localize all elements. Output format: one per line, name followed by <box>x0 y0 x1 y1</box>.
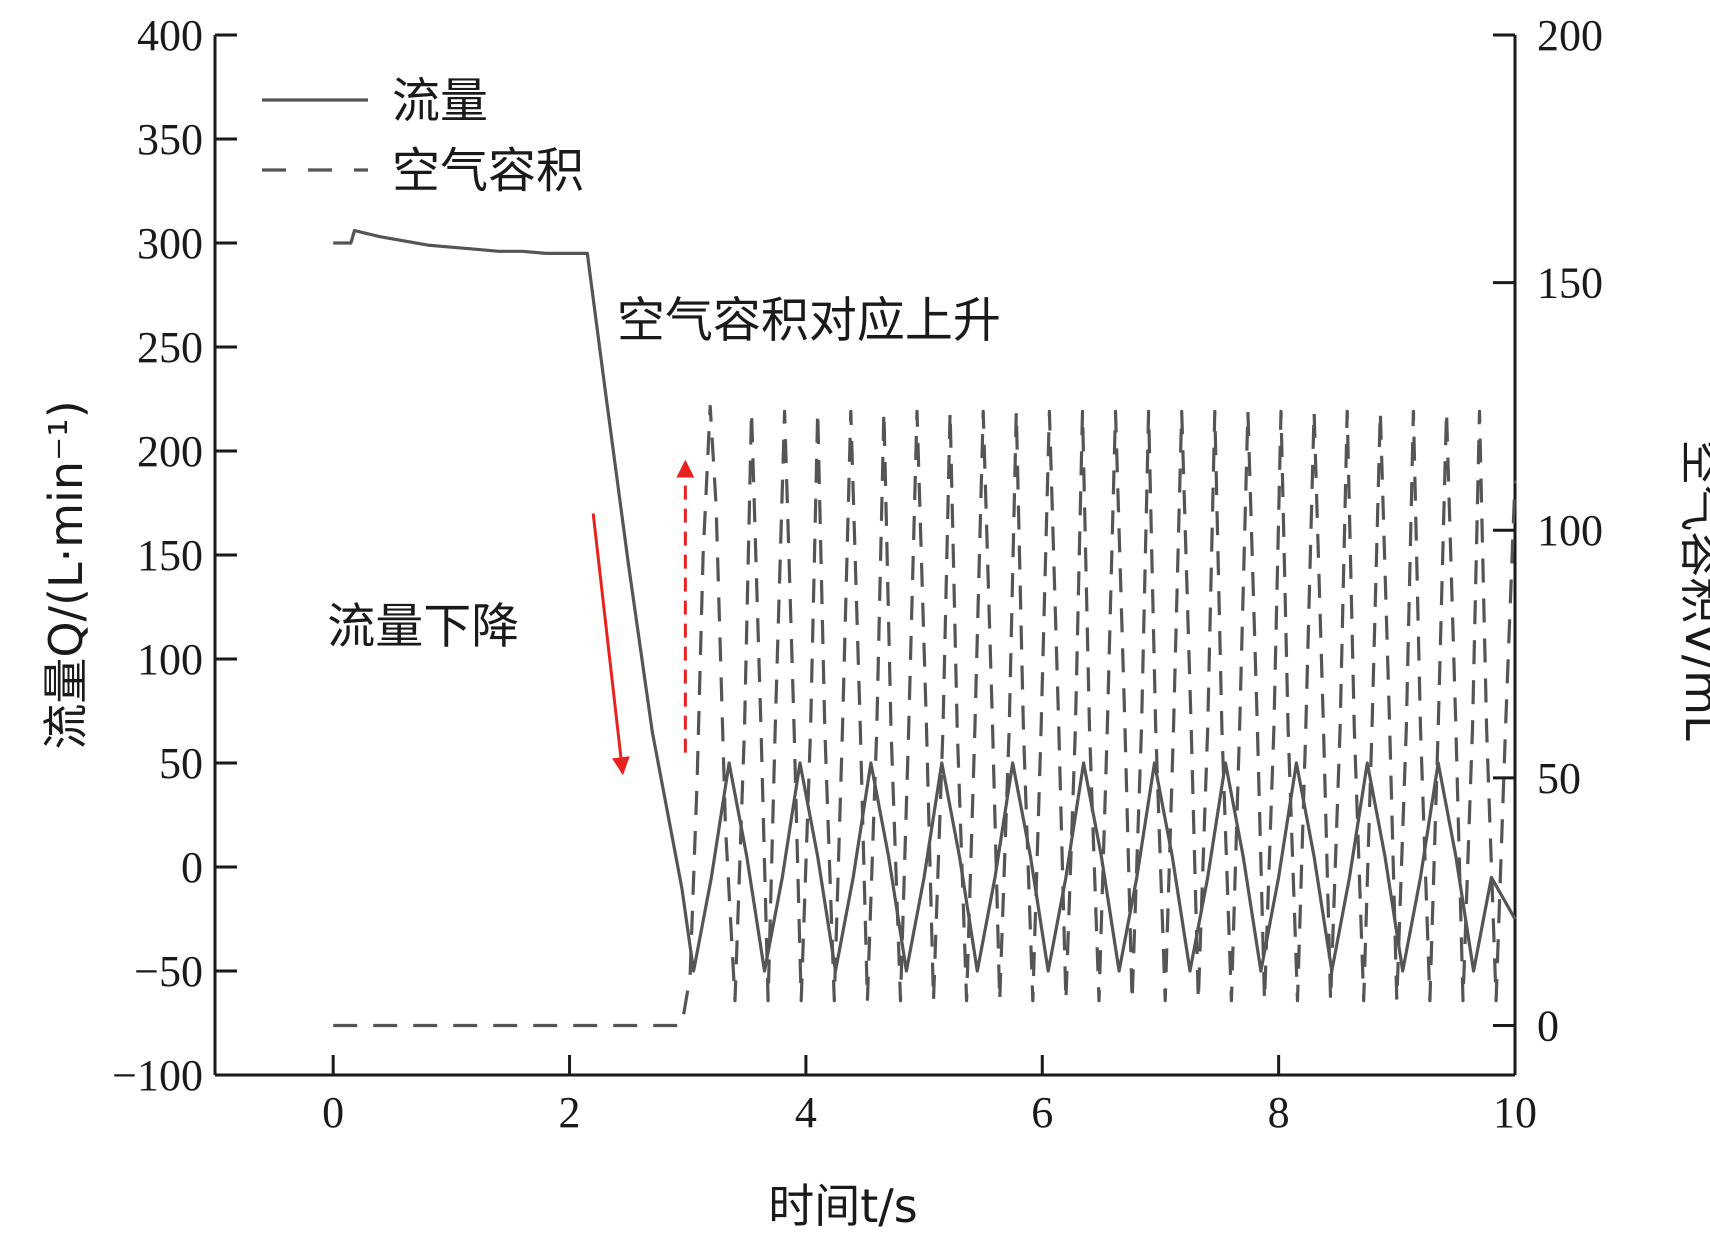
y-right-tick-label: 200 <box>1537 11 1603 60</box>
y-left-tick-label: 150 <box>137 531 203 580</box>
y-axis-left-title: 流量Q/(L·min⁻¹) <box>39 400 93 749</box>
x-tick-label: 6 <box>1031 1088 1053 1137</box>
y-left-tick-label: 250 <box>137 323 203 372</box>
x-tick-label: 2 <box>559 1088 581 1137</box>
series-flow-line <box>333 228 1517 973</box>
y-left-tick-label: 400 <box>137 11 203 60</box>
x-tick-label: 4 <box>795 1088 817 1137</box>
y-right-tick-label: 100 <box>1537 506 1603 555</box>
y-right-tick-label: 150 <box>1537 259 1603 308</box>
y-left-tick-label: −100 <box>112 1051 203 1100</box>
y-left-tick-label: 0 <box>181 843 203 892</box>
arrow-layer <box>591 459 695 776</box>
x-axis: 0 2 4 6 8 10 <box>322 1055 1537 1137</box>
x-tick-label: 10 <box>1493 1088 1537 1137</box>
flow-down-arrow <box>591 513 630 776</box>
x-tick-label: 0 <box>322 1088 344 1137</box>
y-right-tick-label: 50 <box>1537 754 1581 803</box>
y-left-tick-label: 200 <box>137 427 203 476</box>
legend-label-flow: 流量 <box>392 73 488 129</box>
y-left-tick-label: 350 <box>137 115 203 164</box>
x-tick-label: 8 <box>1268 1088 1290 1137</box>
y-axis-right-title: 空气容积V/mL <box>1675 439 1710 741</box>
annotation-air-rise: 空气容积对应上升 <box>617 293 1001 349</box>
x-axis-title: 时间t/s <box>768 1179 918 1233</box>
legend: 流量 空气容积 <box>262 73 584 199</box>
y-axis-right: 0 50 100 150 200 <box>1493 11 1603 1050</box>
y-axis-left: −100 −50 0 50 100 150 200 250 300 350 400 <box>112 11 237 1100</box>
y-left-tick-label: 100 <box>137 635 203 684</box>
y-left-tick-label: 300 <box>137 219 203 268</box>
y-left-tick-label: −50 <box>134 947 203 996</box>
series-layer <box>333 228 1517 1028</box>
y-right-tick-label: 0 <box>1537 1001 1559 1050</box>
legend-label-air: 空气容积 <box>392 143 584 199</box>
series-air-volume-line <box>333 404 1517 1028</box>
annotation-flow-drop: 流量下降 <box>327 598 519 654</box>
y-left-tick-label: 50 <box>159 739 203 788</box>
